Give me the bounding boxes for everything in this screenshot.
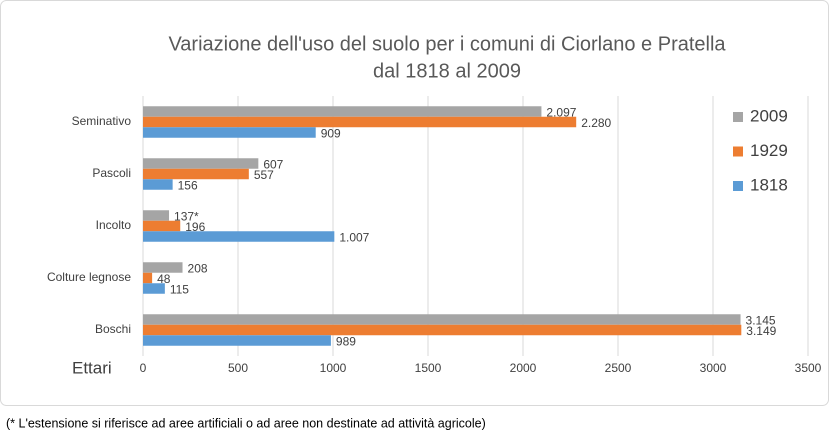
bar bbox=[143, 283, 165, 294]
data-label: 607 bbox=[263, 158, 283, 172]
bar bbox=[143, 127, 316, 138]
y-tick-label: Incolto bbox=[96, 218, 132, 232]
x-tick-label: 500 bbox=[228, 361, 248, 375]
data-label: 557 bbox=[254, 168, 274, 182]
legend-label: 2009 bbox=[750, 106, 788, 125]
bar bbox=[143, 335, 331, 346]
bar bbox=[143, 272, 153, 284]
x-tick-label: 3000 bbox=[700, 361, 727, 375]
data-label: 156 bbox=[178, 179, 198, 193]
data-label: 115 bbox=[170, 283, 189, 297]
footnote: (* L'estensione si riferisce ad aree art… bbox=[6, 416, 486, 430]
bar bbox=[143, 168, 249, 180]
x-tick-label: 2000 bbox=[510, 361, 537, 375]
x-tick-label: 1000 bbox=[320, 361, 347, 375]
y-tick-label: Seminativo bbox=[72, 114, 132, 128]
legend-label: 1818 bbox=[750, 175, 788, 194]
bar bbox=[143, 314, 741, 325]
bar bbox=[143, 179, 173, 190]
bar bbox=[143, 220, 181, 232]
y-tick-label: Boschi bbox=[95, 322, 131, 336]
chart-title: dal 1818 al 2009 bbox=[373, 60, 521, 82]
x-tick-label: 3500 bbox=[795, 361, 822, 375]
data-label: 909 bbox=[321, 127, 341, 141]
bar bbox=[143, 210, 170, 221]
chart-title: Variazione dell'uso del suolo per i comu… bbox=[168, 33, 726, 55]
x-tick-label: 1500 bbox=[415, 361, 442, 375]
bar bbox=[143, 116, 577, 128]
y-tick-label: Pascoli bbox=[92, 166, 131, 180]
data-label: 137* bbox=[174, 210, 199, 224]
y-tick-label: Colture legnose bbox=[47, 270, 131, 284]
legend-swatch bbox=[733, 146, 743, 157]
x-axis-label: Ettari bbox=[72, 358, 112, 377]
data-label: 48 bbox=[157, 272, 171, 286]
data-label: 196 bbox=[185, 220, 205, 234]
bar bbox=[143, 231, 335, 242]
data-label: 1.007 bbox=[339, 231, 369, 245]
bar bbox=[143, 324, 742, 336]
data-label: 3.149 bbox=[746, 324, 776, 338]
bar bbox=[143, 158, 259, 169]
x-tick-label: 0 bbox=[140, 361, 147, 375]
data-label: 2.097 bbox=[546, 106, 576, 120]
data-label: 2.280 bbox=[581, 116, 611, 130]
bar bbox=[143, 106, 542, 117]
legend-swatch bbox=[733, 181, 743, 191]
data-label: 208 bbox=[188, 262, 208, 276]
data-label: 989 bbox=[336, 335, 356, 349]
legend-label: 1929 bbox=[750, 141, 788, 160]
bar bbox=[143, 262, 183, 273]
legend-swatch bbox=[733, 112, 743, 122]
data-label: 3.145 bbox=[746, 314, 776, 328]
x-tick-label: 2500 bbox=[605, 361, 632, 375]
